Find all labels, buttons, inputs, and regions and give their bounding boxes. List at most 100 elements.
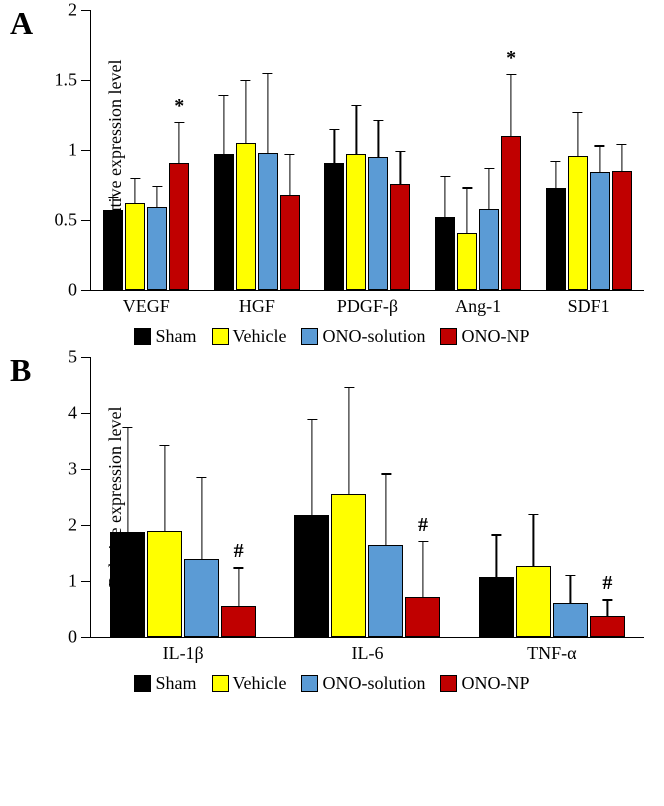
legend-item-ono_np: ONO-NP: [440, 673, 529, 694]
panel-label-panel_a: A: [10, 5, 33, 42]
chart-area: Relative expression level00.511.52*VEGFH…: [90, 10, 644, 291]
bar-ono_solution: [184, 559, 219, 637]
legend-label: Sham: [155, 326, 196, 347]
y-tick: [81, 290, 91, 291]
x-category-label: TNF-α: [527, 643, 576, 664]
panel-panel_b: BRelative expression level012345#IL-1β#I…: [10, 357, 654, 694]
legend-item-ono_solution: ONO-solution: [301, 326, 425, 347]
x-category-label: VEGF: [123, 296, 170, 317]
legend-swatch: [440, 675, 457, 692]
error-bar: [164, 445, 165, 532]
legend-swatch: [212, 675, 229, 692]
y-tick: [81, 220, 91, 221]
bar-ono_solution: [147, 207, 167, 290]
legend: Sham Vehicle ONO-solution ONO-NP: [10, 326, 654, 347]
error-bar: [289, 154, 290, 196]
significance-marker: #: [418, 514, 428, 537]
legend-item-ono_np: ONO-NP: [440, 326, 529, 347]
y-tick: [81, 80, 91, 81]
bar-ono_np: *: [169, 163, 189, 290]
error-bar: [127, 427, 128, 533]
error-bar: [496, 534, 497, 577]
bar-vehicle: [236, 143, 256, 290]
bar-ono_np: [612, 171, 632, 290]
legend-label: Sham: [155, 673, 196, 694]
bar-ono_np: #: [590, 616, 625, 637]
y-tick-label: 4: [68, 403, 77, 424]
legend-swatch: [301, 675, 318, 692]
bar-vehicle: [346, 154, 366, 290]
error-bar: [577, 112, 578, 157]
bar-ono_np: [390, 184, 410, 290]
bar-ono_np: #: [405, 597, 440, 637]
error-bar: [400, 151, 401, 185]
error-bar: [113, 197, 114, 211]
bar-sham: [435, 217, 455, 290]
y-tick-label: 1: [68, 571, 77, 592]
legend-item-vehicle: Vehicle: [212, 326, 287, 347]
significance-marker: #: [234, 540, 244, 563]
error-bar: [334, 129, 335, 164]
chart-area: Relative expression level012345#IL-1β#IL…: [90, 357, 644, 638]
error-bar: [444, 176, 445, 218]
error-bar: [311, 419, 312, 516]
legend-label: ONO-solution: [322, 673, 425, 694]
bar-vehicle: [125, 203, 145, 290]
y-tick: [81, 525, 91, 526]
bar-ono_solution: [479, 209, 499, 290]
significance-marker: *: [506, 47, 516, 70]
bar-sham: [324, 163, 344, 290]
y-tick-label: 1: [68, 140, 77, 161]
bar-vehicle: [516, 566, 551, 637]
bars-container: #IL-1β#IL-6#TNF-α: [91, 357, 644, 637]
error-bar: [135, 178, 136, 205]
legend-swatch: [301, 328, 318, 345]
bar-ono_np: #: [221, 606, 256, 637]
bar-vehicle: [147, 531, 182, 637]
error-bar: [510, 74, 511, 137]
bar-ono_np: [280, 195, 300, 290]
bar-group: #IL-6: [294, 494, 440, 637]
bars-container: *VEGFHGFPDGF-β*Ang-1SDF1: [91, 10, 644, 290]
y-tick: [81, 357, 91, 358]
error-bar: [466, 187, 467, 233]
bar-ono_solution: [258, 153, 278, 290]
bar-ono_np: *: [501, 136, 521, 290]
y-tick: [81, 637, 91, 638]
panel-panel_a: ARelative expression level00.511.52*VEGF…: [10, 10, 654, 347]
legend-label: Vehicle: [233, 673, 287, 694]
bar-group: *VEGF: [103, 163, 189, 290]
bar-vehicle: [568, 156, 588, 290]
error-bar: [422, 541, 423, 598]
bar-group: SDF1: [546, 156, 632, 290]
legend: Sham Vehicle ONO-solution ONO-NP: [10, 673, 654, 694]
y-tick-label: 2: [68, 0, 77, 21]
x-category-label: HGF: [239, 296, 275, 317]
bar-ono_solution: [368, 545, 403, 637]
legend-swatch: [440, 328, 457, 345]
legend-item-ono_solution: ONO-solution: [301, 673, 425, 694]
error-bar: [607, 599, 608, 616]
bar-vehicle: [457, 233, 477, 290]
legend-item-sham: Sham: [134, 673, 196, 694]
y-tick-label: 0: [68, 627, 77, 648]
legend-label: Vehicle: [233, 326, 287, 347]
legend-item-sham: Sham: [134, 326, 196, 347]
y-tick-label: 1.5: [55, 70, 78, 91]
x-category-label: SDF1: [568, 296, 610, 317]
error-bar: [488, 168, 489, 210]
error-bar: [238, 567, 239, 606]
x-category-label: IL-6: [351, 643, 383, 664]
bar-sham: [110, 532, 145, 637]
error-bar: [385, 473, 386, 546]
bar-group: PDGF-β: [324, 154, 410, 290]
bar-group: #IL-1β: [110, 531, 256, 637]
error-bar: [570, 575, 571, 604]
x-category-label: Ang-1: [455, 296, 501, 317]
error-bar: [267, 73, 268, 154]
legend-label: ONO-NP: [461, 326, 529, 347]
error-bar: [621, 144, 622, 172]
bar-ono_solution: [590, 172, 610, 290]
x-category-label: IL-1β: [163, 643, 204, 664]
y-tick: [81, 150, 91, 151]
